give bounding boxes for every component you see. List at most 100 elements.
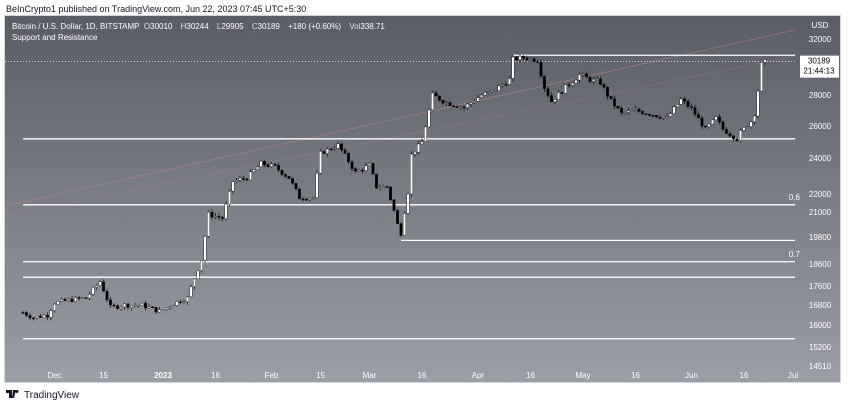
candle[interactable]: [672, 105, 676, 115]
candle[interactable]: [203, 234, 207, 263]
candle[interactable]: [392, 199, 396, 213]
candle[interactable]: [371, 162, 375, 175]
candle[interactable]: [609, 96, 613, 100]
candle[interactable]: [123, 303, 126, 311]
candle[interactable]: [665, 113, 669, 119]
candle[interactable]: [42, 313, 46, 319]
candle[interactable]: [179, 300, 182, 305]
candle[interactable]: [259, 159, 263, 168]
candle[interactable]: [455, 105, 459, 108]
candle[interactable]: [655, 115, 658, 118]
candle[interactable]: [25, 311, 28, 318]
candle[interactable]: [35, 315, 39, 320]
candle[interactable]: [641, 110, 644, 115]
candle[interactable]: [322, 150, 326, 154]
candle[interactable]: [441, 99, 445, 105]
candle[interactable]: [361, 168, 364, 174]
trend-line[interactable]: [5, 55, 796, 217]
candle[interactable]: [718, 114, 721, 125]
candle[interactable]: [252, 169, 256, 173]
candle[interactable]: [347, 151, 350, 164]
candle[interactable]: [700, 115, 704, 130]
candle[interactable]: [564, 84, 567, 94]
candle[interactable]: [427, 108, 431, 128]
candle[interactable]: [742, 126, 746, 132]
candle[interactable]: [357, 168, 361, 172]
candle[interactable]: [214, 213, 217, 220]
candle[interactable]: [585, 71, 588, 78]
candle[interactable]: [595, 75, 599, 81]
candle[interactable]: [658, 115, 662, 120]
candle[interactable]: [588, 75, 592, 84]
candle[interactable]: [151, 306, 154, 308]
candle[interactable]: [228, 189, 231, 207]
candle[interactable]: [707, 123, 711, 129]
candle[interactable]: [413, 151, 417, 157]
candle[interactable]: [382, 184, 385, 188]
trend-line[interactable]: [5, 29, 796, 207]
candle[interactable]: [49, 309, 53, 321]
candle[interactable]: [291, 177, 294, 186]
candle[interactable]: [154, 306, 158, 314]
candle[interactable]: [301, 196, 305, 203]
candle[interactable]: [95, 284, 98, 291]
candle[interactable]: [217, 212, 221, 221]
candle[interactable]: [487, 91, 490, 95]
candle[interactable]: [620, 106, 623, 116]
candle[interactable]: [448, 101, 452, 107]
candle[interactable]: [518, 54, 522, 63]
indicator-name[interactable]: Support and Resistance: [12, 33, 98, 42]
candle[interactable]: [340, 143, 343, 153]
candle[interactable]: [378, 184, 382, 191]
candle[interactable]: [536, 59, 539, 63]
candle[interactable]: [126, 302, 130, 310]
candle[interactable]: [728, 130, 732, 138]
candle[interactable]: [599, 76, 602, 86]
candle[interactable]: [567, 82, 571, 88]
candle[interactable]: [490, 90, 494, 94]
candle[interactable]: [420, 138, 424, 145]
candle[interactable]: [753, 115, 756, 125]
candle[interactable]: [634, 105, 637, 111]
candle[interactable]: [445, 100, 448, 107]
candle[interactable]: [21, 310, 25, 314]
candle[interactable]: [550, 92, 553, 103]
candle[interactable]: [263, 160, 266, 168]
candle[interactable]: [543, 75, 546, 93]
candle[interactable]: [326, 147, 329, 157]
candle[interactable]: [711, 119, 714, 125]
candle[interactable]: [32, 316, 35, 321]
candle[interactable]: [315, 170, 319, 199]
candle[interactable]: [364, 162, 368, 173]
candle[interactable]: [39, 313, 42, 319]
candle[interactable]: [746, 126, 749, 128]
candle[interactable]: [399, 221, 403, 237]
candle[interactable]: [466, 102, 469, 111]
candle[interactable]: [424, 124, 427, 142]
candle[interactable]: [497, 84, 501, 91]
candle[interactable]: [207, 210, 210, 238]
candle[interactable]: [571, 82, 574, 88]
candle[interactable]: [224, 201, 228, 221]
candle[interactable]: [221, 215, 224, 222]
candle[interactable]: [294, 182, 298, 191]
candle[interactable]: [469, 101, 473, 107]
candle[interactable]: [406, 193, 410, 215]
candle[interactable]: [46, 312, 49, 321]
candle[interactable]: [462, 105, 466, 111]
candle[interactable]: [630, 108, 634, 112]
candle[interactable]: [193, 278, 196, 290]
candle[interactable]: [112, 302, 116, 308]
candle[interactable]: [592, 77, 595, 85]
candle[interactable]: [109, 296, 112, 308]
candle[interactable]: [574, 78, 578, 84]
candle[interactable]: [683, 96, 686, 105]
candle[interactable]: [480, 93, 483, 99]
candle[interactable]: [354, 166, 357, 173]
candle[interactable]: [644, 113, 648, 116]
candle[interactable]: [74, 295, 77, 303]
candle[interactable]: [81, 297, 84, 300]
candle[interactable]: [298, 187, 301, 200]
candle[interactable]: [508, 75, 511, 85]
candle[interactable]: [175, 301, 179, 307]
